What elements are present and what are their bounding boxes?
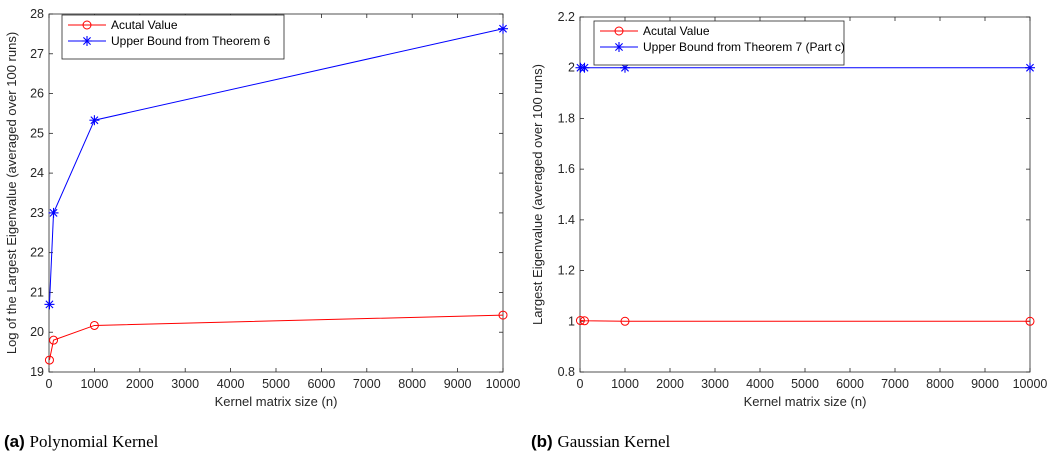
y-tick-label: 26 xyxy=(30,87,44,101)
caption-a-text: Polynomial Kernel xyxy=(29,432,159,451)
data-point-asterisk xyxy=(48,207,59,218)
x-tick-label: 1000 xyxy=(611,377,639,391)
x-tick-label: 1000 xyxy=(80,377,108,391)
y-axis-label: Largest Eigenvalue (averaged over 100 ru… xyxy=(530,64,545,325)
legend-label: Upper Bound from Theorem 7 (Part c) xyxy=(643,40,845,54)
x-tick-label: 2000 xyxy=(126,377,154,391)
y-tick-label: 1.4 xyxy=(558,213,575,227)
legend-item: Acutal Value xyxy=(600,24,710,38)
data-point-asterisk xyxy=(498,23,508,34)
y-tick-label: 23 xyxy=(30,206,44,220)
data-point-circle xyxy=(620,316,630,326)
y-tick-label: 24 xyxy=(30,166,44,180)
x-tick-label: 4000 xyxy=(217,377,245,391)
y-tick-label: 22 xyxy=(30,246,44,260)
caption-a-label: (a) xyxy=(4,432,25,451)
caption-a: (a) Polynomial Kernel xyxy=(4,432,158,452)
data-point-circle xyxy=(44,355,54,365)
x-tick-label: 5000 xyxy=(791,377,819,391)
legend-marker-asterisk xyxy=(82,36,92,46)
x-tick-label: 10000 xyxy=(486,377,521,391)
y-tick-label: 19 xyxy=(30,365,44,379)
legend: Acutal Value Upper Bound from Theorem 7 (… xyxy=(593,20,845,66)
x-tick-label: 6000 xyxy=(836,377,864,391)
x-tick-label: 7000 xyxy=(881,377,909,391)
legend-label: Acutal Value xyxy=(643,24,710,38)
data-point-circle xyxy=(580,316,589,326)
x-tick-label: 4000 xyxy=(746,377,774,391)
data-point-asterisk xyxy=(1025,62,1035,73)
chart-gaussian-kernel: 0 1000 2000 3000 4000 5000 6000 7000 8000 9000 100… xyxy=(530,10,1047,409)
x-tick-label: 9000 xyxy=(444,377,472,391)
x-tick-label: 9000 xyxy=(971,377,999,391)
y-tick-label: 28 xyxy=(30,7,44,21)
legend-item: Upper Bound from Theorem 7 (Part c) xyxy=(600,40,845,54)
x-tick-label: 0 xyxy=(577,377,584,391)
series-line xyxy=(48,314,504,361)
y-tick-label: 21 xyxy=(30,285,44,299)
chart-polynomial-kernel: 0 1000 2000 3000 4000 5000 6000 7000 8000 9000 100… xyxy=(4,7,520,409)
legend-marker-circle xyxy=(614,26,624,36)
series-upper-bound xyxy=(44,23,508,310)
x-tick-label: 8000 xyxy=(398,377,426,391)
plot-area xyxy=(579,16,1031,373)
series-line xyxy=(580,320,1030,322)
x-axis-label: Kernel matrix size (n) xyxy=(744,394,867,409)
y-tick-label: 1 xyxy=(568,314,575,328)
y-tick-label: 0.8 xyxy=(558,365,575,379)
data-point-circle xyxy=(575,316,585,326)
x-axis-label: Kernel matrix size (n) xyxy=(215,394,338,409)
x-tick-label: 10000 xyxy=(1013,377,1048,391)
y-tick-label: 27 xyxy=(30,47,44,61)
legend-item: Acutal Value xyxy=(68,18,178,32)
data-point-circle xyxy=(49,335,59,345)
figure: 0 1000 2000 3000 4000 5000 6000 7000 8000 9000 100… xyxy=(4,7,1047,409)
data-point-asterisk xyxy=(44,299,55,310)
legend-label: Upper Bound from Theorem 6 xyxy=(111,34,271,48)
y-tick-label: 20 xyxy=(30,325,44,339)
series-actual-value xyxy=(44,310,508,365)
legend-item: Upper Bound from Theorem 6 xyxy=(68,34,271,48)
x-tick-label: 2000 xyxy=(656,377,684,391)
y-tick-label: 25 xyxy=(30,126,44,140)
legend-box xyxy=(593,20,845,66)
y-tick-label: 2 xyxy=(568,61,575,75)
y-axis-label: Log of the Largest Eigenvalue (averaged … xyxy=(4,32,19,354)
y-tick-label: 1.8 xyxy=(558,111,575,125)
series-actual-value xyxy=(575,316,1035,326)
y-tick-label: 1.2 xyxy=(558,264,575,278)
data-point-circle xyxy=(1025,316,1035,326)
caption-b-text: Gaussian Kernel xyxy=(557,432,671,451)
data-point-circle xyxy=(89,320,99,330)
x-tick-label: 5000 xyxy=(262,377,290,391)
x-tick-label: 7000 xyxy=(353,377,381,391)
legend: Acutal Value Upper Bound from Theorem 6 xyxy=(61,14,285,60)
plot-area xyxy=(48,13,504,373)
caption-b-label: (b) xyxy=(531,432,553,451)
x-tick-label: 8000 xyxy=(926,377,954,391)
y-tick-label: 2.2 xyxy=(558,10,575,24)
series-line xyxy=(48,28,504,305)
data-point-circle xyxy=(498,310,508,320)
legend-label: Acutal Value xyxy=(111,18,178,32)
legend-box xyxy=(61,14,285,60)
x-tick-label: 3000 xyxy=(171,377,199,391)
series-upper-bound xyxy=(575,62,1035,73)
legend-marker-asterisk xyxy=(614,42,624,52)
y-tick-label: 1.6 xyxy=(558,162,575,176)
data-point-asterisk xyxy=(579,62,590,73)
data-point-asterisk xyxy=(89,115,100,126)
x-tick-label: 0 xyxy=(46,377,53,391)
legend-marker-circle xyxy=(82,20,92,30)
caption-b: (b) Gaussian Kernel xyxy=(531,432,670,452)
x-tick-label: 3000 xyxy=(701,377,729,391)
x-tick-label: 6000 xyxy=(307,377,335,391)
